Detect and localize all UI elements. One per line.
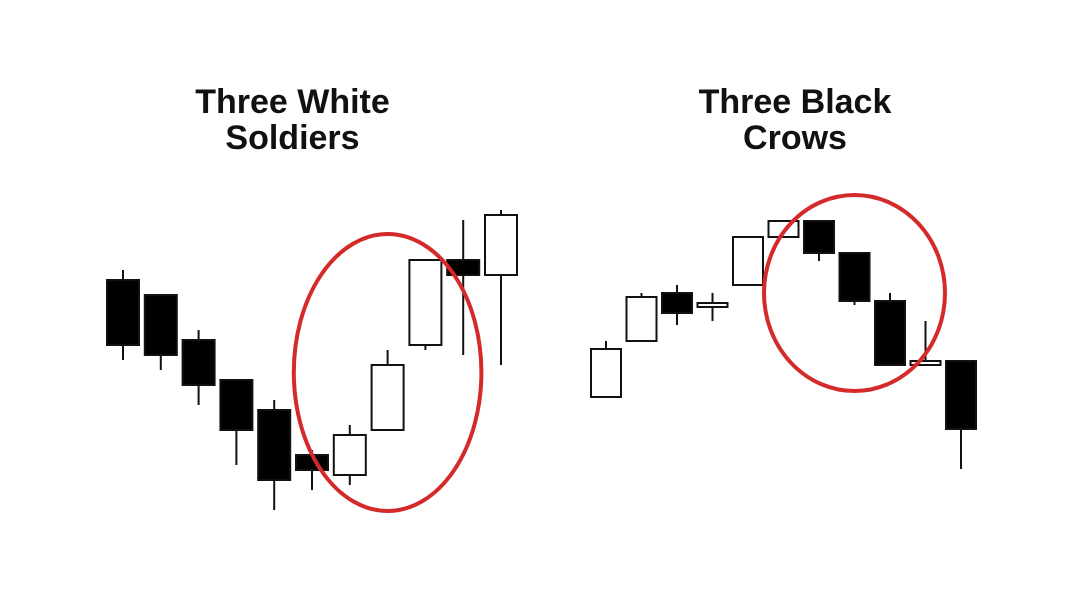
bullish-candle-body: [590, 348, 622, 398]
title-line: Soldiers: [225, 119, 360, 157]
bullish-candle-body: [696, 302, 729, 308]
soldiers-candle-11: [484, 210, 518, 365]
soldiers-candle-5: [257, 400, 292, 510]
soldiers-candle-7: [332, 425, 367, 485]
bearish-candle-body: [838, 252, 871, 302]
bearish-candle-body: [803, 220, 835, 254]
title-line: Three Black: [698, 83, 892, 121]
soldiers-candle-8: [370, 350, 405, 431]
bearish-candle-body: [181, 339, 216, 386]
bullish-candle-body: [332, 434, 367, 476]
crows-candle-2: [625, 293, 658, 342]
soldiers-candle-2: [143, 294, 178, 370]
bullish-candle-body: [408, 259, 443, 346]
soldiers-highlight-ellipse: [291, 232, 484, 513]
bearish-candle-body: [945, 360, 977, 430]
soldiers-candle-1: [106, 270, 140, 360]
title-line: Three White: [195, 83, 390, 121]
three-white-soldiers-chart: [106, 210, 518, 513]
bearish-candle-body: [143, 294, 178, 356]
bearish-candle-body: [257, 409, 292, 481]
crows-candle-3: [661, 285, 693, 325]
three-black-crows-chart: [590, 193, 977, 469]
bullish-candle-body: [732, 236, 764, 286]
crows-candle-5: [732, 236, 764, 286]
bearish-candle-body: [874, 300, 906, 366]
crows-candle-9: [874, 293, 906, 366]
bullish-candle-body: [909, 360, 942, 366]
crows-candle-7: [803, 220, 835, 261]
bearish-candle-body: [106, 279, 140, 346]
crows-candle-4: [696, 293, 729, 321]
bullish-candle-body: [370, 364, 405, 431]
soldiers-candle-3: [181, 330, 216, 405]
bearish-candle-body: [219, 379, 254, 431]
title-line: Crows: [743, 119, 847, 157]
soldiers-candle-4: [219, 379, 254, 465]
crows-candle-1: [590, 341, 622, 398]
bullish-candle-body: [484, 214, 518, 276]
three-black-crows-title: Three Black Crows: [650, 84, 940, 156]
crows-candle-11: [945, 360, 977, 469]
bullish-candle-body: [625, 296, 658, 342]
crows-candle-8: [838, 252, 871, 305]
soldiers-candle-9: [408, 259, 443, 350]
crows-highlight-ellipse: [762, 193, 947, 393]
crows-candle-10: [909, 321, 942, 366]
bearish-candle-body: [661, 292, 693, 314]
three-white-soldiers-title: Three White Soldiers: [150, 84, 435, 156]
